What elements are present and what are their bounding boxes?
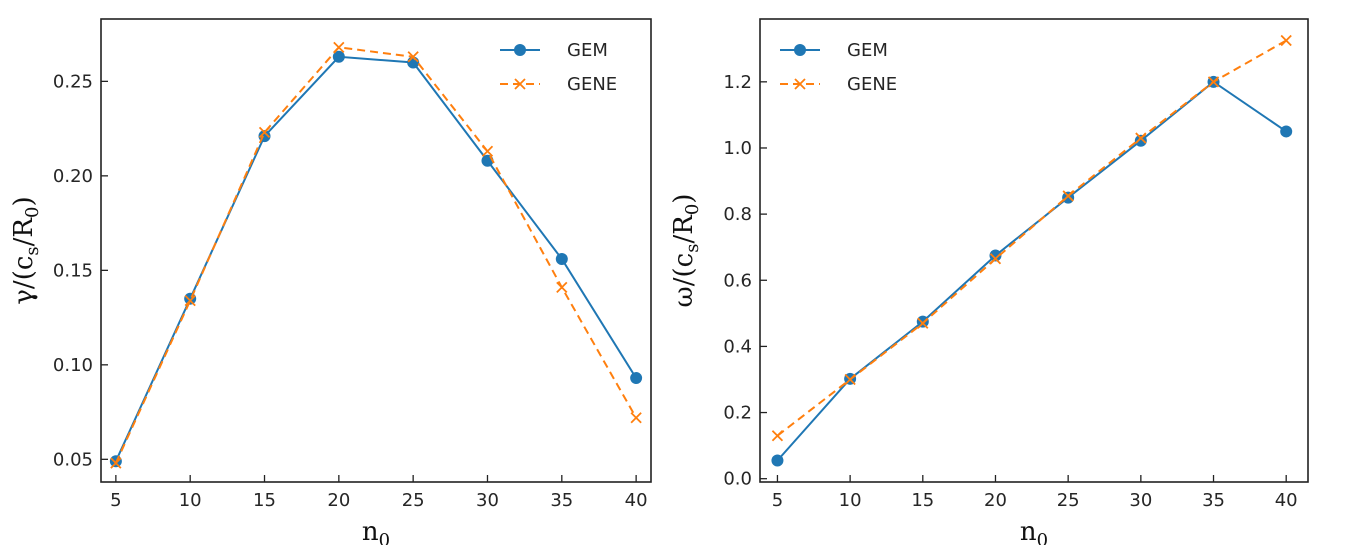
panel1-series-gene-point (1062, 190, 1074, 202)
panel1-x-tick-label: 35 (1202, 490, 1225, 511)
panel1-x-tick-label: 40 (1275, 490, 1298, 511)
panel0-series-gem-point (332, 50, 345, 63)
panel0-legend-gene-label: GENE (567, 74, 617, 95)
panel0-series-gem-point (630, 372, 643, 385)
panel0-series-gene-point (407, 51, 419, 63)
panel0-series-gene-point (333, 41, 345, 53)
panel1-y-tick-label: 1.2 (723, 72, 752, 93)
panel1-series-gem-point (771, 454, 784, 467)
panel1-series-gem-point (1280, 125, 1293, 138)
panel0-x-tick-label: 30 (476, 490, 499, 511)
panel0-legend-gem-marker (514, 44, 526, 56)
panel0-x-axis-label: n0 (362, 517, 390, 545)
panel1-legend-gene-marker (794, 78, 806, 90)
panel1-series-gene-point (1135, 132, 1147, 144)
panel0-y-tick-label: 0.10 (53, 355, 93, 376)
panel1-y-tick-label: 0.6 (723, 270, 752, 291)
panel0-x-tick-label: 20 (327, 490, 350, 511)
panel1-series-gem-point (916, 315, 929, 328)
panel0-y-tick-label: 0.20 (53, 166, 93, 187)
panel1-legend-gem-marker (794, 44, 806, 56)
panel1-legend: GEM GENE (780, 40, 897, 95)
panel1-series-gem-line (776, 80, 1287, 462)
panel0-axes-frame (100, 18, 652, 483)
panel1-series-gene-point (771, 430, 784, 442)
panel0-x-tick-label: 15 (253, 490, 276, 511)
panel0-x-tick-label: 35 (550, 490, 573, 511)
panel1-y-tick-label: 0.0 (723, 469, 752, 490)
right-panel-frequency: 5 10 15 20 25 30 35 40 0.0 0.2 0.4 0.6 0.8 1.0 1.2 n0 ω/… (669, 18, 1309, 545)
left-panel-growth-rate: 5 10 15 20 25 30 35 40 0.05 0.10 0.15 0.20 0.25 n0 γ/(… (9, 18, 652, 545)
panel1-series-gem-point (989, 249, 1002, 262)
panel0-x-tick-label: 40 (625, 490, 648, 511)
panel0-x-tick-label: 5 (110, 490, 121, 511)
panel1-x-axis-label: n0 (1020, 517, 1048, 545)
panel1-y-tick-label: 1.0 (723, 138, 752, 159)
panel1-axes-frame (759, 18, 1309, 483)
panel0-y-tick-label: 0.15 (53, 260, 93, 281)
panel0-series-gene-point (630, 412, 642, 424)
panel0-y-tick-label: 0.05 (53, 449, 93, 470)
panel0-y-tick-label: 0.25 (53, 71, 93, 92)
panel0-series-gene-point (258, 126, 271, 139)
panel1-x-tick-label: 30 (1129, 490, 1152, 511)
panel1-y-axis-label: ω/(cs/R0) (669, 194, 703, 308)
panel0-x-tick-label: 25 (402, 490, 425, 511)
panel0-series-gene-point (110, 457, 122, 469)
panel0-series-gene-line (114, 46, 638, 464)
panel0-legend: GEM GENE (500, 40, 617, 95)
panel1-series-gene-point (917, 317, 929, 329)
panel0-legend-gem-label: GEM (567, 40, 608, 61)
panel1-x-tick-label: 25 (1057, 490, 1080, 511)
panel1-y-tick-label: 0.4 (723, 336, 752, 357)
panel0-series-gem-point (555, 253, 568, 266)
panel1-y-tick-label: 0.2 (723, 403, 752, 424)
panel0-legend-gene-marker (514, 78, 526, 90)
panel1-x-tick-label: 15 (911, 490, 934, 511)
panel0-y-axis-label: γ/(cs/R0) (9, 196, 43, 304)
panel1-x-tick-label: 20 (984, 490, 1007, 511)
panel1-legend-gem-label: GEM (847, 40, 888, 61)
panel1-series-gem-point (1134, 134, 1147, 147)
panel1-x-tick-label: 10 (839, 490, 862, 511)
panel0-series-gene-point (481, 145, 494, 157)
panel0-series-gene-point (184, 294, 196, 307)
panel1-y-tick-label: 0.8 (723, 204, 752, 225)
panel1-series-gene-point (1207, 76, 1220, 88)
panel1-series-gene-line (776, 39, 1287, 437)
panel1-series-gene-point (1280, 34, 1292, 47)
panel1-series-gene-point (844, 373, 856, 386)
panel1-series-gene-point (989, 253, 1002, 265)
panel0-series-gene-point (556, 281, 568, 293)
panel0-x-tick-label: 10 (179, 490, 202, 511)
panel1-x-tick-label: 5 (772, 490, 783, 511)
panel1-legend-gene-label: GENE (847, 74, 897, 95)
